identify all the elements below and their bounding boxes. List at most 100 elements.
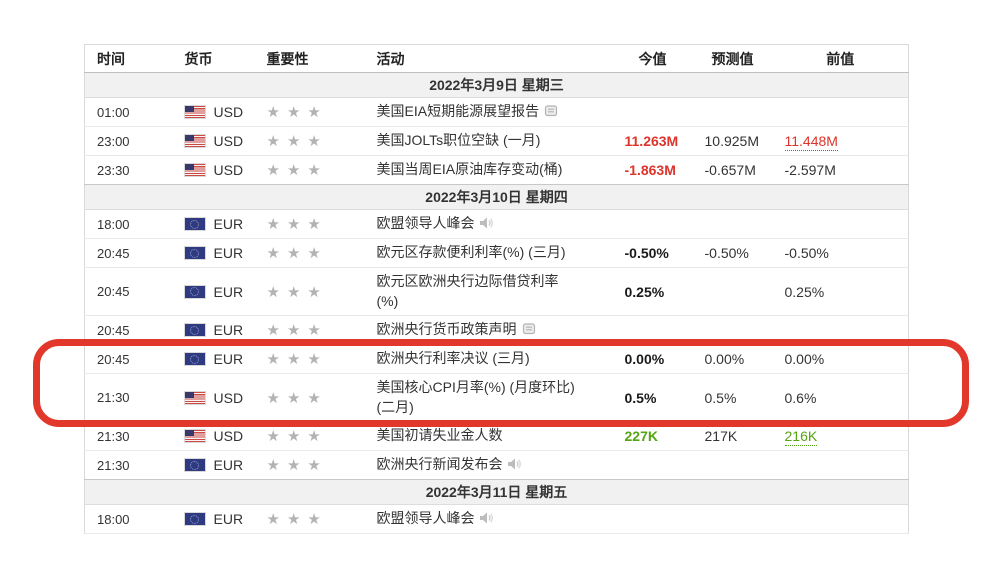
- event-cell: 欧洲央行新闻发布会: [365, 451, 613, 480]
- actual-cell: [613, 505, 693, 534]
- importance-cell: ★★★: [255, 127, 365, 156]
- event-row[interactable]: 23:30 USD ★★★ 美国当周EIA原油库存变动(桶) -1.863M -0.657…: [84, 155, 909, 185]
- event-row[interactable]: 20:45 EUR ★★★ 欧洲央行货币政策声明: [84, 315, 909, 345]
- forecast-cell: -0.657M: [693, 156, 773, 185]
- currency-cell: EUR: [173, 316, 255, 345]
- eu-flag-icon: [184, 218, 205, 230]
- column-header-4: 活动: [364, 44, 613, 73]
- previous-value: -2.597M: [784, 162, 836, 178]
- event-name[interactable]: 欧元区存款便利利率(%) (三月): [376, 244, 566, 261]
- previous-cell: [773, 316, 909, 345]
- eu-flag-icon: [184, 459, 205, 471]
- speaker-icon[interactable]: [479, 510, 495, 530]
- previous-value: -0.50%: [784, 245, 829, 261]
- currency-code: USD: [213, 428, 244, 444]
- eu-flag-icon: [184, 324, 205, 336]
- actual-value: 11.263M: [624, 133, 679, 149]
- event-cell: 美国核心CPI月率(%) (月度环比) (二月): [365, 374, 613, 422]
- previous-cell: [773, 98, 909, 127]
- currency-cell: USD: [173, 422, 255, 451]
- event-name[interactable]: 欧盟领导人峰会: [376, 214, 475, 231]
- eu-flag-icon: [184, 513, 205, 525]
- table-header: 时间 货币 重要性 活动 今值 预测值 前值: [84, 44, 909, 73]
- previous-value: 216K: [784, 428, 818, 446]
- currency-code: EUR: [213, 457, 244, 473]
- forecast-cell: [693, 316, 773, 345]
- previous-cell: 216K: [773, 422, 909, 451]
- actual-cell: [613, 316, 693, 345]
- forecast-cell: 0.5%: [693, 374, 773, 422]
- actual-cell: 11.263M: [613, 127, 693, 156]
- event-name[interactable]: 欧元区欧洲央行边际借贷利率 (%): [376, 272, 559, 309]
- date-header-row: 2022年3月11日 星期五: [84, 479, 909, 505]
- forecast-value: 0.00%: [704, 351, 745, 367]
- time-cell: 21:30: [97, 428, 130, 444]
- event-name[interactable]: 欧盟领导人峰会: [376, 509, 475, 526]
- us-flag-icon: [184, 164, 205, 176]
- currency-code: EUR: [213, 511, 244, 527]
- event-name[interactable]: 欧洲央行利率决议 (三月): [376, 350, 530, 367]
- economic-calendar-table: 时间 货币 重要性 活动 今值 预测值 前值 2022年3月9日 星期三 01:00 USD ★★…: [84, 44, 909, 534]
- importance-stars-icon: ★★★: [266, 162, 328, 179]
- importance-stars-icon: ★★★: [266, 283, 328, 301]
- speaker-icon[interactable]: [479, 215, 495, 235]
- previous-value: 0.25%: [784, 283, 825, 300]
- event-row[interactable]: 21:30 EUR ★★★ 欧洲央行新闻发布会: [84, 450, 909, 480]
- previous-cell: 11.448M: [773, 127, 909, 156]
- event-name[interactable]: 美国EIA短期能源展望报告: [376, 102, 540, 119]
- forecast-value: -0.50%: [704, 245, 749, 261]
- forecast-cell: 0.00%: [693, 345, 773, 374]
- forecast-cell: [693, 451, 773, 480]
- event-row[interactable]: 23:00 USD ★★★ 美国JOLTs职位空缺 (一月) 11.263M 10.925…: [84, 126, 909, 156]
- event-row[interactable]: 20:45 EUR ★★★ 欧洲央行利率决议 (三月) 0.00% 0.00% 0.00%: [84, 344, 909, 374]
- event-name[interactable]: 美国核心CPI月率(%) (月度环比) (二月): [376, 378, 575, 415]
- event-row[interactable]: 01:00 USD ★★★ 美国EIA短期能源展望报告: [84, 97, 909, 127]
- previous-value: 0.6%: [784, 389, 817, 406]
- date-header-row: 2022年3月9日 星期三: [84, 72, 909, 98]
- forecast-value: -0.657M: [704, 162, 756, 178]
- report-icon[interactable]: [522, 321, 536, 341]
- event-row[interactable]: 18:00 EUR ★★★ 欧盟领导人峰会: [84, 209, 909, 239]
- forecast-cell: -0.50%: [693, 239, 773, 268]
- currency-code: EUR: [213, 351, 244, 367]
- time-cell: 21:30: [97, 457, 130, 473]
- previous-cell: [773, 505, 909, 534]
- column-header-6: 预测值: [692, 44, 773, 73]
- previous-cell: 0.00%: [773, 345, 909, 374]
- event-name[interactable]: 美国初请失业金人数: [376, 427, 503, 444]
- event-row[interactable]: 21:30 USD ★★★ 美国核心CPI月率(%) (月度环比) (二月) 0.5% 0.…: [84, 373, 909, 422]
- event-name[interactable]: 欧洲央行货币政策声明: [376, 320, 517, 337]
- actual-cell: 0.5%: [613, 374, 693, 422]
- speaker-icon[interactable]: [507, 456, 523, 476]
- forecast-cell: 217K: [693, 422, 773, 451]
- event-name[interactable]: 美国当周EIA原油库存变动(桶): [376, 161, 563, 178]
- importance-cell: ★★★: [255, 316, 365, 345]
- date-label: 2022年3月11日 星期五: [84, 479, 909, 505]
- event-row[interactable]: 20:45 EUR ★★★ 欧元区欧洲央行边际借贷利率 (%) 0.25% 0.25%: [84, 267, 909, 316]
- previous-value: 11.448M: [784, 133, 838, 151]
- event-row[interactable]: 18:00 EUR ★★★ 欧盟领导人峰会: [84, 504, 909, 534]
- event-name[interactable]: 美国JOLTs职位空缺 (一月): [376, 132, 541, 149]
- currency-code: EUR: [213, 216, 244, 232]
- forecast-cell: [693, 268, 773, 316]
- importance-cell: ★★★: [255, 422, 365, 451]
- report-icon[interactable]: [544, 103, 558, 123]
- currency-cell: EUR: [173, 451, 255, 480]
- currency-cell: EUR: [173, 505, 255, 534]
- event-name[interactable]: 欧洲央行新闻发布会: [376, 455, 503, 472]
- importance-cell: ★★★: [255, 210, 365, 239]
- previous-cell: [773, 210, 909, 239]
- currency-code: USD: [213, 104, 244, 120]
- currency-code: EUR: [213, 283, 244, 300]
- currency-cell: USD: [173, 127, 255, 156]
- importance-cell: ★★★: [255, 98, 365, 127]
- actual-value: 0.00%: [624, 351, 665, 367]
- column-header-2: 货币: [172, 44, 255, 73]
- event-cell: 欧元区存款便利利率(%) (三月): [365, 239, 613, 268]
- event-row[interactable]: 21:30 USD ★★★ 美国初请失业金人数 227K 217K 216K: [84, 421, 909, 451]
- currency-code: EUR: [213, 245, 244, 261]
- time-cell: 21:30: [97, 390, 130, 405]
- event-row[interactable]: 20:45 EUR ★★★ 欧元区存款便利利率(%) (三月) -0.50% -0.50%…: [84, 238, 909, 268]
- previous-value: 0.00%: [784, 351, 825, 367]
- forecast-cell: [693, 98, 773, 127]
